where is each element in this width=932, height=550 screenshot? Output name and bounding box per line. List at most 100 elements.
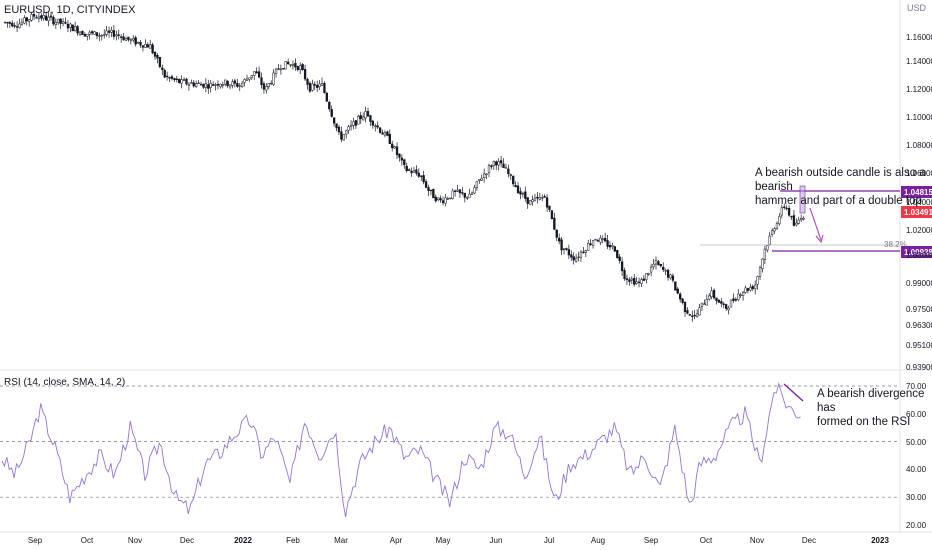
candle [311, 79, 314, 92]
candle [645, 272, 648, 284]
candle [190, 79, 193, 84]
candle [366, 107, 370, 117]
candle [103, 29, 106, 39]
candle [599, 235, 602, 246]
candle [737, 289, 740, 302]
candle-body [47, 16, 50, 22]
candle [519, 187, 522, 200]
candle-body [572, 256, 575, 261]
candle [475, 180, 479, 191]
candle-body [61, 21, 65, 24]
candle-body [286, 61, 290, 65]
candle [243, 78, 246, 87]
rsi-annotation-line2: formed on the RSI [817, 416, 911, 428]
candle-body [391, 143, 394, 149]
candle [328, 100, 331, 112]
candle [594, 238, 597, 241]
candle-body [715, 297, 718, 302]
candle-body [115, 34, 118, 37]
candle [209, 79, 212, 93]
candle-body [686, 310, 689, 314]
candle-body [78, 31, 82, 35]
candle-body [117, 34, 120, 36]
candle-body [265, 86, 268, 91]
candle-body [342, 134, 345, 141]
candle [325, 91, 329, 103]
candle-body [606, 240, 609, 247]
candle-body [64, 22, 67, 24]
candle-body [780, 207, 783, 216]
candle [770, 228, 774, 237]
bearish-arrow-head [815, 234, 824, 244]
candle [739, 292, 742, 299]
time-tick-label: Mar [334, 536, 348, 545]
candle [347, 124, 350, 134]
time-tick-label: Feb [286, 536, 300, 545]
price-tick-label: 1.08000 [906, 141, 932, 150]
candle-body [691, 315, 694, 317]
candle [115, 30, 118, 41]
candle [274, 67, 278, 78]
candle [608, 241, 612, 251]
candle [669, 273, 672, 280]
candle-body [236, 83, 239, 87]
candle [195, 80, 198, 88]
candle-body [519, 191, 522, 195]
candle [88, 30, 91, 40]
candle [623, 267, 626, 281]
candle-body [611, 245, 614, 247]
candle-body [555, 229, 558, 238]
candle [572, 252, 575, 265]
candle [345, 129, 348, 139]
candle-body [226, 80, 229, 87]
candle [558, 233, 561, 245]
candle [787, 205, 791, 217]
candle-body [630, 278, 633, 281]
candle [528, 200, 532, 205]
candle-body [190, 82, 193, 84]
candle-body [599, 237, 602, 243]
candle-body [168, 77, 171, 79]
candle-body [345, 130, 348, 135]
candle-body [451, 190, 454, 199]
rsi-tick-label: 70.00 [906, 382, 927, 391]
candle-body [301, 64, 304, 71]
candle-body [103, 34, 106, 36]
candle [352, 117, 355, 130]
candle-body [722, 303, 725, 305]
candle [538, 193, 541, 201]
candle [139, 39, 142, 48]
time-tick-label: Aug [591, 536, 605, 545]
candle [502, 158, 505, 168]
candle [323, 81, 326, 94]
candle [192, 79, 195, 88]
candle [134, 35, 137, 47]
candle [478, 179, 481, 184]
candle [3, 21, 7, 24]
candle-body [456, 189, 459, 192]
candle-body [429, 189, 433, 192]
candle-body [267, 83, 270, 88]
candle-body [122, 36, 125, 41]
candle-body [553, 217, 556, 230]
candle [439, 195, 442, 203]
support-price-badge-text: 1.00938 [904, 248, 932, 257]
candle-body [277, 68, 280, 70]
candle [415, 165, 418, 176]
candle [516, 182, 520, 195]
candle [15, 21, 19, 32]
candle-body [693, 314, 696, 317]
candle-body [604, 237, 607, 242]
rsi-tick-label: 60.00 [906, 410, 927, 419]
candle-body [449, 197, 452, 199]
candle-body [279, 68, 283, 71]
candle [625, 274, 629, 285]
candle-body [773, 228, 776, 232]
candle-body [790, 216, 793, 218]
candle-body [574, 257, 578, 262]
candle [693, 310, 696, 320]
candle-body [139, 41, 142, 46]
rsi-tick-label: 40.00 [906, 465, 927, 474]
candle [727, 305, 730, 315]
